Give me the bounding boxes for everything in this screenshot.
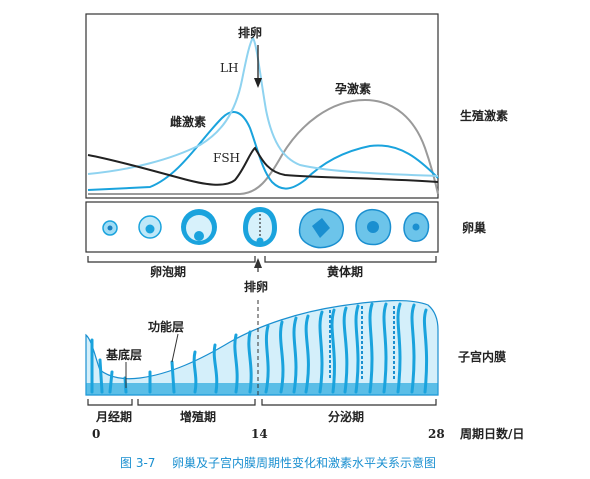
spiral-arteries xyxy=(329,306,395,380)
menstrual-label: 月经期 xyxy=(95,409,132,424)
hormone-side-label: 生殖激素 xyxy=(460,108,508,123)
ovary-frame xyxy=(85,201,439,253)
lh-label: LH xyxy=(220,61,238,75)
secretory-label: 分泌期 xyxy=(328,409,364,424)
estrogen-label: 雌激素 xyxy=(170,114,206,129)
follicular-bracket xyxy=(87,256,256,263)
bracket-arrowhead xyxy=(254,258,262,268)
caption-text: 卵巢及子宫内膜周期性变化和激素水平关系示意图 xyxy=(172,455,436,470)
caption-number: 图 3-7 xyxy=(120,456,155,470)
progesterone-label: 孕激素 xyxy=(335,81,371,96)
hormone-frame xyxy=(85,13,439,199)
ovulation-label-mid: 排卵 xyxy=(244,279,268,294)
secretory-bracket xyxy=(261,399,437,406)
functional-leader xyxy=(171,333,179,363)
luteal-phase-label: 黄体期 xyxy=(327,264,363,279)
corpus-luteum-1 xyxy=(298,208,344,249)
day-0: 0 xyxy=(92,427,100,441)
progesterone-curve xyxy=(88,98,439,195)
hormone-panel: 排卵 LH 雌激素 FSH 孕激素 生殖激素 xyxy=(85,13,508,199)
follicle-rupturing xyxy=(243,207,277,247)
functional-layer-label: 功能层 xyxy=(148,319,184,334)
day-14: 14 xyxy=(251,427,268,441)
ovary-side-label: 卵巢 xyxy=(462,220,486,235)
day-28: 28 xyxy=(428,427,445,441)
ovulation-arrowhead xyxy=(254,78,262,88)
corpus-luteum-3 xyxy=(403,212,430,242)
fsh-label: FSH xyxy=(213,151,240,165)
basal-layer-label: 基底层 xyxy=(105,347,142,362)
estrogen-curve xyxy=(87,111,439,191)
proliferative-label: 增殖期 xyxy=(180,409,216,424)
proliferative-bracket xyxy=(137,399,256,406)
endometrium-panel: 功能层 基底层 子宫内膜 月经期 增殖期 分泌期 0 14 28 周期日数/日 xyxy=(85,300,524,441)
menstrual-bracket xyxy=(87,399,133,406)
endometrium-side-label: 子宫内膜 xyxy=(458,349,506,364)
cycle-axis-label: 周期日数/日 xyxy=(460,426,524,441)
follicle-stage-1 xyxy=(102,220,118,236)
figure-caption: 图 3-7 卵巢及子宫内膜周期性变化和激素水平关系示意图 xyxy=(120,455,436,470)
ovulation-label-top: 排卵 xyxy=(238,25,262,40)
corpus-luteum-2 xyxy=(355,208,392,246)
follicle-stage-2 xyxy=(138,215,162,239)
follicular-phase-label: 卵泡期 xyxy=(150,264,186,279)
ovary-panel: 卵泡期 黄体期 排卵 卵巢 xyxy=(85,201,486,294)
luteal-bracket xyxy=(264,256,437,263)
fsh-curve xyxy=(87,146,439,186)
follicle-stage-3 xyxy=(181,209,217,245)
lh-curve xyxy=(87,36,439,177)
uterine-glands xyxy=(90,302,429,394)
